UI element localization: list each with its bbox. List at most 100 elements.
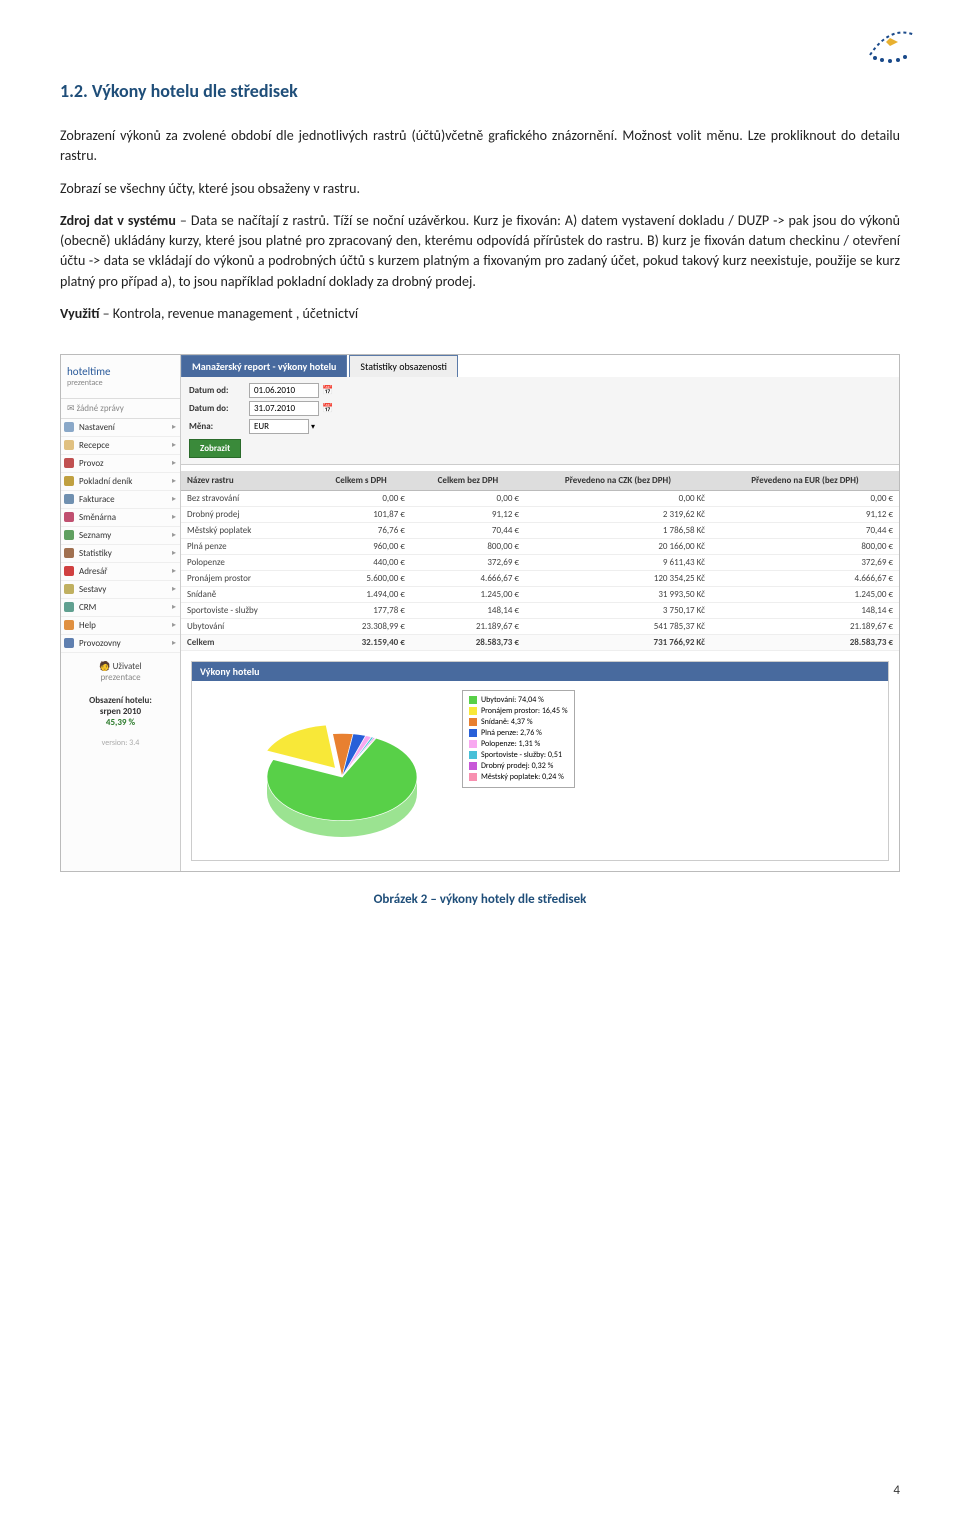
date-from-label: Datum od:	[189, 385, 249, 396]
table-row[interactable]: Městský poplatek76,76 €70,44 €1 786,58 K…	[181, 523, 899, 539]
sidebar-item-recepce[interactable]: Recepce▸	[61, 437, 180, 455]
legend-swatch	[469, 707, 477, 715]
tab-occupancy-stats[interactable]: Statistiky obsazenosti	[349, 355, 458, 377]
sidebar-item-statistiky[interactable]: Statistiky▸	[61, 545, 180, 563]
table-row[interactable]: Ubytování23.308,99 €21.189,67 €541 785,3…	[181, 619, 899, 635]
menu-icon	[64, 530, 74, 540]
table-row[interactable]: Plná penze960,00 €800,00 €20 166,00 Kč80…	[181, 539, 899, 555]
app-logo-name: hoteltime	[67, 365, 111, 378]
row-value: 148,14 €	[411, 603, 525, 619]
legend-swatch	[469, 773, 477, 781]
table-row[interactable]: Snídaně1.494,00 €1.245,00 €31 993,50 Kč1…	[181, 587, 899, 603]
occupancy-label: Obsazení hotelu:	[89, 695, 152, 706]
chevron-right-icon: ▸	[172, 620, 176, 630]
legend-swatch	[469, 762, 477, 770]
tab-report-active[interactable]: Manažerský report - výkony hotelu	[181, 355, 347, 377]
paragraph-2: Zobrazí se všechny účty, které jsou obsa…	[60, 179, 900, 199]
sidebar-item-label: CRM	[79, 602, 96, 613]
table-row[interactable]: Sportoviste - služby177,78 €148,14 €3 75…	[181, 603, 899, 619]
row-name: Pronájem prostor	[181, 571, 311, 587]
no-messages: ✉ žádné zprávy	[61, 399, 180, 419]
sidebar-item-nastavení[interactable]: Nastavení▸	[61, 419, 180, 437]
row-value: 2 319,62 Kč	[525, 507, 711, 523]
sidebar-item-sestavy[interactable]: Sestavy▸	[61, 581, 180, 599]
currency-select[interactable]: EUR	[249, 419, 309, 434]
row-value: 372,69 €	[411, 555, 525, 571]
row-value: 20 166,00 Kč	[525, 539, 711, 555]
app-logo-sub: prezentace	[67, 378, 174, 388]
row-value: 4.666,67 €	[411, 571, 525, 587]
para4-label: Využití	[60, 305, 99, 322]
page-number: 4	[893, 1483, 900, 1498]
chevron-right-icon: ▸	[172, 638, 176, 648]
sidebar-item-adresář[interactable]: Adresář▸	[61, 563, 180, 581]
table-row[interactable]: Bez stravování0,00 €0,00 €0,00 Kč0,00 €	[181, 491, 899, 507]
menu-icon	[64, 584, 74, 594]
date-to-label: Datum do:	[189, 403, 249, 414]
calendar-icon[interactable]: 📅	[322, 403, 333, 414]
results-table: Název rastruCelkem s DPHCelkem bez DPHPř…	[181, 471, 899, 651]
app-main: Manažerský report - výkony hotelu Statis…	[181, 355, 899, 871]
legend-item: Městský poplatek: 0,24 %	[469, 772, 568, 782]
legend-item: Pronájem prostor: 16,45 %	[469, 706, 568, 716]
sidebar-item-provoz[interactable]: Provoz▸	[61, 455, 180, 473]
sidebar-item-pokladní-deník[interactable]: Pokladní deník▸	[61, 473, 180, 491]
menu-icon	[64, 620, 74, 630]
sidebar-item-label: Provozovny	[79, 638, 121, 649]
sidebar-user[interactable]: 🧑 Uživatel prezentace	[61, 653, 180, 691]
sidebar-item-fakturace[interactable]: Fakturace▸	[61, 491, 180, 509]
chevron-right-icon: ▸	[172, 422, 176, 432]
table-header: Převedeno na CZK (bez DPH)	[525, 471, 711, 491]
app-logo: hoteltime prezentace	[61, 355, 180, 399]
sidebar-item-crm[interactable]: CRM ▸	[61, 599, 180, 617]
legend-label: Pronájem prostor: 16,45 %	[481, 706, 568, 716]
tab-bar: Manažerský report - výkony hotelu Statis…	[181, 355, 899, 377]
table-row[interactable]: Polopenze440,00 €372,69 €9 611,43 Kč372,…	[181, 555, 899, 571]
sidebar-item-label: Provoz	[79, 458, 104, 469]
sidebar-item-label: Help	[79, 620, 96, 631]
table-row[interactable]: Drobný prodej101,87 €91,12 €2 319,62 Kč9…	[181, 507, 899, 523]
menu-icon	[64, 476, 74, 486]
chevron-right-icon: ▸	[172, 548, 176, 558]
paragraph-4: Využití – Kontrola, revenue management ,…	[60, 304, 900, 324]
sidebar-user-label: Uživatel	[113, 661, 142, 672]
calendar-icon[interactable]: 📅	[322, 385, 333, 396]
chevron-right-icon: ▸	[172, 602, 176, 612]
sidebar-item-label: Fakturace	[79, 494, 115, 505]
section-heading: 1.2. Výkony hotelu dle středisek	[60, 80, 900, 102]
table-header: Název rastru	[181, 471, 311, 491]
dropdown-icon[interactable]: ▾	[311, 422, 315, 432]
row-value: 9 611,43 Kč	[525, 555, 711, 571]
sidebar-item-směnárna[interactable]: Směnárna▸	[61, 509, 180, 527]
chart-title: Výkony hotelu	[192, 662, 888, 681]
total-cell: 731 766,92 Kč	[525, 635, 711, 651]
legend-label: Snídaně: 4,37 %	[481, 717, 533, 727]
submit-button[interactable]: Zobrazit	[189, 439, 241, 458]
row-name: Sportoviste - služby	[181, 603, 311, 619]
occupancy-value: 45,39 %	[106, 717, 135, 728]
sidebar-item-seznamy[interactable]: Seznamy▸	[61, 527, 180, 545]
date-from-input[interactable]: 01.06.2010	[249, 383, 319, 398]
row-value: 3 750,17 Kč	[525, 603, 711, 619]
pie-chart	[252, 702, 432, 852]
paragraph-1: Zobrazení výkonů za zvolené období dle j…	[60, 126, 900, 167]
row-value: 0,00 €	[411, 491, 525, 507]
pie-chart-panel: Výkony hotelu Ubytování: 74,04 %Pronájem…	[191, 661, 889, 861]
row-value: 440,00 €	[311, 555, 411, 571]
figure-caption: Obrázek 2 – výkony hotely dle středisek	[60, 892, 900, 907]
table-header: Celkem s DPH	[311, 471, 411, 491]
sidebar-item-help[interactable]: Help ▸	[61, 617, 180, 635]
legend-swatch	[469, 729, 477, 737]
row-value: 4.666,67 €	[711, 571, 899, 587]
chevron-right-icon: ▸	[172, 566, 176, 576]
sidebar-item-provozovny[interactable]: Provozovny ▸	[61, 635, 180, 653]
row-value: 0,00 €	[311, 491, 411, 507]
row-value: 101,87 €	[311, 507, 411, 523]
total-cell: 28.583,73 €	[411, 635, 525, 651]
row-name: Snídaně	[181, 587, 311, 603]
legend-item: Sportoviste - služby: 0,51	[469, 750, 568, 760]
date-to-input[interactable]: 31.07.2010	[249, 401, 319, 416]
corner-logo	[860, 20, 920, 65]
table-row[interactable]: Pronájem prostor5.600,00 €4.666,67 €120 …	[181, 571, 899, 587]
row-value: 372,69 €	[711, 555, 899, 571]
